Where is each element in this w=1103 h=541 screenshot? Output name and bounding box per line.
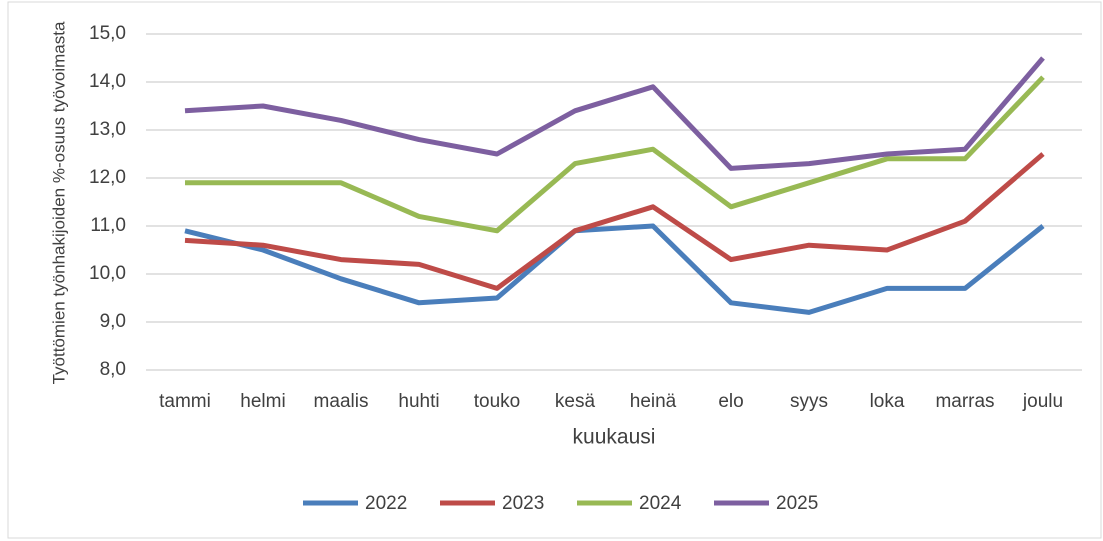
x-tick-label: touko: [474, 391, 520, 412]
legend-label: 2023: [502, 493, 544, 514]
series-line: [184, 223, 1045, 315]
x-tick-label: kesä: [555, 391, 596, 412]
series-line: [185, 75, 1045, 234]
x-tick-label: syys: [790, 391, 828, 412]
y-axis-label: Työttömien työnhakijoiden %-osuus työvoi…: [49, 21, 68, 384]
x-tick-label: joulu: [1022, 391, 1063, 412]
y-tick-label: 8,0: [100, 359, 126, 380]
x-axis-label: kuukausi: [573, 426, 656, 449]
x-tick-label: huhti: [398, 391, 439, 412]
y-tick-label: 10,0: [89, 263, 126, 284]
x-tick-label: tammi: [159, 391, 211, 412]
y-tick-label: 11,0: [90, 215, 126, 236]
x-tick-label: helmi: [240, 391, 285, 412]
legend-label: 2022: [365, 493, 407, 514]
x-tick-label: marras: [935, 391, 994, 412]
legend-label: 2025: [776, 493, 818, 514]
series-line: [184, 152, 1045, 291]
chart-frame: [7, 1, 1102, 539]
y-tick-label: 14,0: [89, 71, 126, 92]
x-tick-label: elo: [718, 391, 743, 412]
x-tick-label: maalis: [314, 391, 369, 412]
y-tick-label: 9,0: [100, 311, 126, 332]
series-line: [184, 56, 1045, 171]
legend-label: 2024: [639, 493, 682, 514]
y-tick-label: 13,0: [89, 119, 126, 140]
x-tick-label: heinä: [630, 391, 677, 412]
x-tick-label: loka: [870, 391, 905, 412]
y-tick-label: 15,0: [89, 23, 126, 44]
y-tick-label: 12,0: [89, 167, 126, 188]
